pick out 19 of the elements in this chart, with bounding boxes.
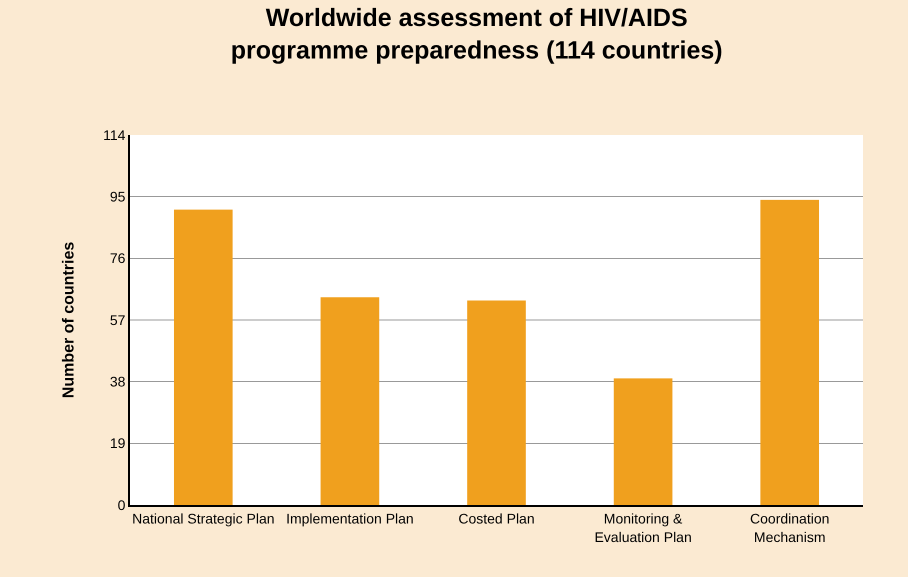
bar	[760, 200, 820, 505]
x-tick-label: Costed Plan	[458, 510, 535, 527]
y-tick-label: 38	[110, 374, 126, 390]
y-tick-label: 95	[110, 188, 126, 205]
x-tick-label: Monitoring & Evaluation Plan	[594, 510, 692, 545]
bar	[174, 210, 233, 505]
x-tick-label: National Strategic Plan	[132, 510, 275, 527]
bar	[320, 297, 380, 505]
bar	[467, 300, 526, 505]
x-tick-label: Implementation Plan	[286, 510, 414, 527]
y-tick-label: 57	[110, 312, 126, 328]
y-tick-label: 114	[103, 126, 126, 143]
x-tick-label: Coordination Mechanism	[750, 510, 830, 545]
y-tick-label: 0	[118, 496, 126, 513]
y-tick-label: 76	[110, 250, 126, 266]
bar	[614, 378, 672, 505]
chart-title: Worldwide assessment of HIV/AIDS programme preparedness (114 countries)	[230, 4, 723, 64]
y-axis-title: Number of countries	[60, 242, 78, 398]
y-tick-label: 19	[110, 435, 126, 452]
